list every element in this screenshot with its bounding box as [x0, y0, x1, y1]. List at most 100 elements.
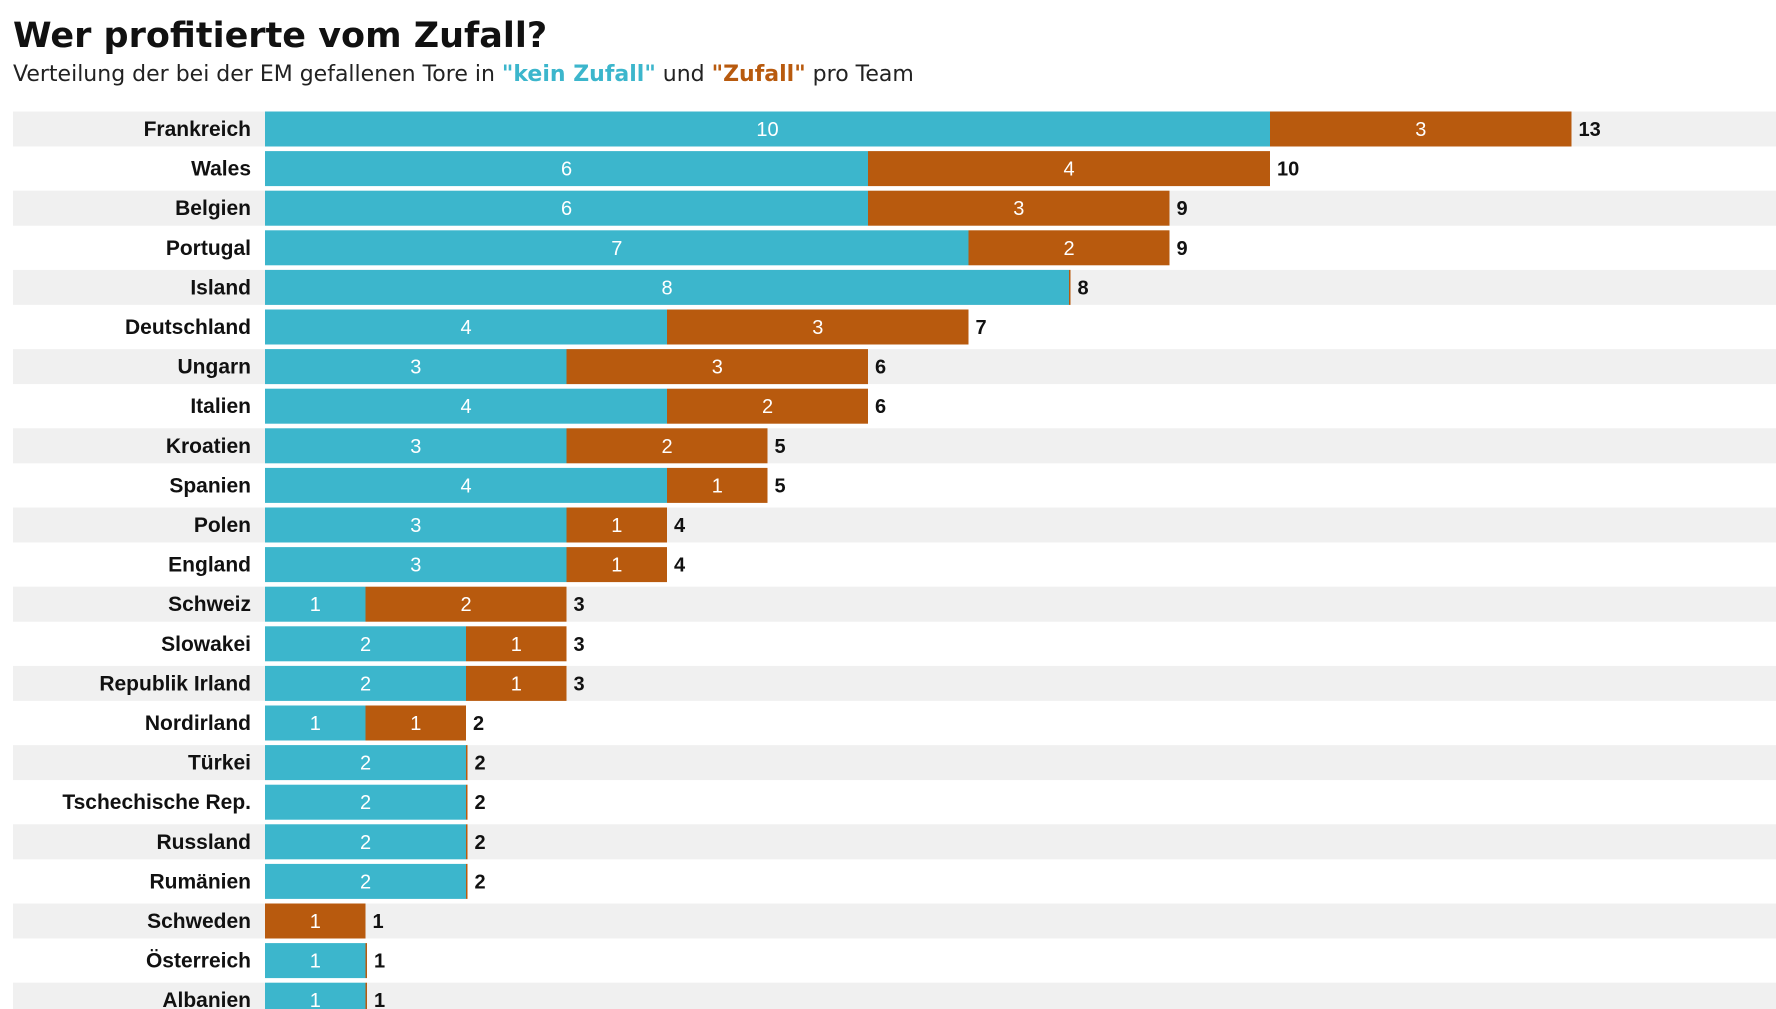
bar-zufall [566, 547, 667, 583]
total-label: 2 [473, 713, 484, 735]
category-label: Portugal [166, 237, 251, 260]
chart-subtitle: Verteilung der bei der EM gefallenen Tor… [13, 60, 914, 90]
bar-kein-zufall [265, 586, 366, 622]
bar-label-zufall: 1 [310, 911, 321, 933]
bar-kein-zufall [265, 784, 466, 820]
bar-label-kein-zufall: 4 [460, 317, 471, 339]
bar-label-zufall: 3 [1013, 198, 1024, 220]
bar-label-zufall: 2 [460, 594, 471, 616]
bar-zufall [1069, 269, 1071, 305]
bar-label-kein-zufall: 8 [661, 277, 672, 299]
bar-zufall [566, 349, 868, 385]
category-label: Österreich [146, 950, 251, 973]
bar-zufall [466, 863, 468, 899]
total-label: 1 [373, 911, 384, 933]
bar-label-kein-zufall: 4 [460, 475, 471, 497]
bar-label-zufall: 1 [611, 515, 622, 537]
bar-kein-zufall [265, 982, 366, 1009]
total-label: 2 [475, 753, 486, 775]
bar-label-zufall: 1 [611, 555, 622, 577]
bar-kein-zufall [265, 349, 567, 385]
bar-zufall [968, 230, 1170, 266]
category-label: Ungarn [178, 356, 252, 379]
category-label: Polen [194, 514, 251, 537]
bar-zufall [466, 824, 468, 860]
bar-label-kein-zufall: 6 [561, 198, 572, 220]
bar-zufall [667, 309, 969, 345]
category-label: Schweiz [168, 593, 251, 616]
subtitle-text-mid: und [655, 62, 712, 87]
bar-zufall [365, 982, 367, 1009]
bar-zufall [265, 903, 366, 939]
bar-zufall [466, 745, 468, 781]
total-label: 4 [674, 555, 686, 577]
bar-kein-zufall [265, 665, 466, 701]
chart-title: Wer profitierte vom Zufall? [13, 16, 548, 56]
category-label: England [168, 554, 251, 577]
total-label: 9 [1177, 198, 1188, 220]
total-label: 9 [1177, 238, 1188, 260]
total-label: 7 [976, 317, 987, 339]
bar-label-zufall: 1 [712, 475, 723, 497]
bar-zufall [1270, 111, 1572, 147]
bar-label-kein-zufall: 1 [310, 713, 321, 735]
bar-zufall [466, 784, 468, 820]
bar-label-kein-zufall: 2 [360, 792, 371, 814]
bar-kein-zufall [265, 111, 1270, 147]
bar-label-zufall: 2 [661, 436, 672, 458]
category-label: Italien [190, 395, 251, 418]
bar-label-kein-zufall: 2 [360, 634, 371, 656]
total-label: 5 [775, 475, 786, 497]
total-label: 13 [1579, 119, 1601, 141]
category-label: Türkei [188, 752, 251, 775]
bar-kein-zufall [265, 507, 567, 543]
bar-label-kein-zufall: 3 [410, 436, 421, 458]
bar-label-kein-zufall: 6 [561, 159, 572, 181]
bar-label-kein-zufall: 10 [756, 119, 778, 141]
category-label: Albanien [162, 989, 251, 1009]
legend-kein-zufall: "kein Zufall" [501, 62, 656, 87]
bar-label-kein-zufall: 1 [310, 951, 321, 973]
category-label: Russland [156, 831, 251, 854]
total-label: 3 [574, 634, 585, 656]
total-label: 10 [1277, 159, 1299, 181]
subtitle-text-post: pro Team [805, 62, 914, 87]
bar-zufall [667, 388, 868, 424]
bar-kein-zufall [265, 151, 868, 187]
bar-zufall [365, 586, 567, 622]
bar-label-kein-zufall: 7 [611, 238, 622, 260]
bar-label-zufall: 1 [410, 713, 421, 735]
bar-kein-zufall [265, 705, 366, 741]
bar-kein-zufall [265, 943, 366, 979]
bar-label-zufall: 3 [812, 317, 823, 339]
bar-label-zufall: 1 [511, 673, 522, 695]
bar-zufall [466, 626, 567, 662]
bar-zufall [868, 151, 1270, 187]
category-label: Nordirland [145, 712, 251, 735]
bar-zufall [365, 943, 367, 979]
category-label: Island [190, 276, 251, 299]
category-label: Republik Irland [99, 672, 251, 695]
category-label: Wales [191, 158, 251, 181]
bar-label-kein-zufall: 4 [460, 396, 471, 418]
bar-kein-zufall [265, 547, 567, 583]
bar-label-kein-zufall: 3 [410, 357, 421, 379]
bar-label-zufall: 3 [1415, 119, 1426, 141]
bar-kein-zufall [265, 467, 667, 503]
bar-zufall [868, 190, 1170, 226]
legend-zufall: "Zufall" [711, 62, 806, 87]
bar-kein-zufall [265, 824, 466, 860]
total-label: 3 [574, 594, 585, 616]
bar-label-zufall: 3 [712, 357, 723, 379]
bar-label-kein-zufall: 1 [310, 594, 321, 616]
bar-kein-zufall [265, 388, 667, 424]
bar-kein-zufall [265, 626, 466, 662]
bar-kein-zufall [265, 190, 868, 226]
total-label: 1 [374, 990, 385, 1009]
bar-zufall [667, 467, 768, 503]
bar-label-kein-zufall: 3 [410, 515, 421, 537]
category-label: Spanien [169, 474, 251, 497]
bar-kein-zufall [265, 269, 1069, 305]
total-label: 4 [674, 515, 686, 537]
bar-label-kein-zufall: 2 [360, 871, 371, 893]
